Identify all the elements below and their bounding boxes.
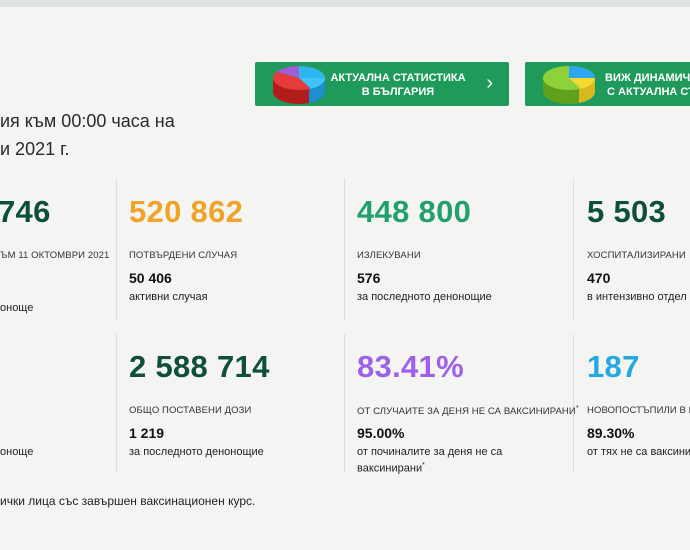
divider: [116, 178, 117, 320]
pie-chart-icon: [273, 66, 326, 104]
divider: [116, 334, 117, 472]
stat-subtext: за последното денонощие: [357, 291, 492, 303]
hospitalized-count: 5 503: [587, 194, 667, 229]
stat-subtext: за последното денонощие: [129, 446, 264, 458]
stat-subtext: активни случая: [129, 291, 208, 303]
stat-subtext: оноще: [0, 302, 34, 314]
icu-value: 470: [587, 270, 611, 286]
recovered-count: 448 800: [357, 194, 472, 229]
stat-caption: ХОСПИТАЛИЗИРАНИ: [587, 250, 686, 261]
stat-subtext: от тях не са ваксини: [587, 446, 690, 458]
button-label: ВИЖ ДИНАМИЧ С АКТУАЛНА СТ: [605, 72, 690, 98]
new-admissions-count: 187: [587, 349, 640, 384]
divider: [344, 334, 345, 472]
stat-subtext: в интензивно отдел: [587, 291, 687, 303]
recovered-today-value: 576: [357, 270, 381, 286]
confirmed-cases-count: 520 862: [129, 194, 244, 229]
unvaccinated-cases-percent: 83.41%: [357, 349, 464, 384]
report-date-text: ия към 00:00 часа на и 2021 г.: [0, 111, 175, 159]
stat-caption: ЪМ 11 ОКТОМВРИ 2021: [0, 250, 110, 261]
pie-chart-icon: [543, 66, 596, 104]
stat-caption: ИЗЛЕКУВАНИ: [357, 250, 421, 261]
divider: [573, 178, 574, 320]
stat-caption: ОБЩО ПОСТАВЕНИ ДОЗИ: [129, 405, 252, 416]
button-label: АКТУАЛНА СТАТИСТИКА В БЪЛГАРИЯ: [330, 72, 466, 98]
view-dynamics-button[interactable]: ВИЖ ДИНАМИЧ С АКТУАЛНА СТ: [525, 62, 690, 106]
stat-subtext: оноще: [0, 446, 34, 458]
unvaccinated-admissions-value: 89.30%: [587, 425, 635, 441]
stat-caption: НОВОПОСТЪПИЛИ В БО: [587, 405, 690, 416]
total-doses-count: 2 588 714: [129, 349, 270, 384]
current-statistics-button[interactable]: АКТУАЛНА СТАТИСТИКА В БЪЛГАРИЯ ›: [255, 62, 509, 106]
chevron-right-icon: ›: [486, 72, 493, 94]
stat-caption: ОТ СЛУЧАИТЕ ЗА ДЕНЯ НЕ СА ВАКСИНИРАНИ*: [357, 405, 579, 418]
unvaccinated-deaths-value: 95.00%: [357, 425, 405, 441]
top-bar: [0, 0, 690, 7]
stat-caption: ПОТВЪРДЕНИ СЛУЧАЯ: [129, 250, 238, 261]
divider: [344, 178, 345, 320]
divider: [573, 334, 574, 472]
doses-today-value: 1 219: [129, 425, 165, 441]
stat-subtext: от починалите за деня не са ваксинирани*: [357, 446, 503, 475]
tests-count: 746: [0, 194, 51, 229]
active-cases-value: 50 406: [129, 270, 172, 286]
footnote: ички лица със завършен ваксинационен кур…: [0, 494, 256, 508]
